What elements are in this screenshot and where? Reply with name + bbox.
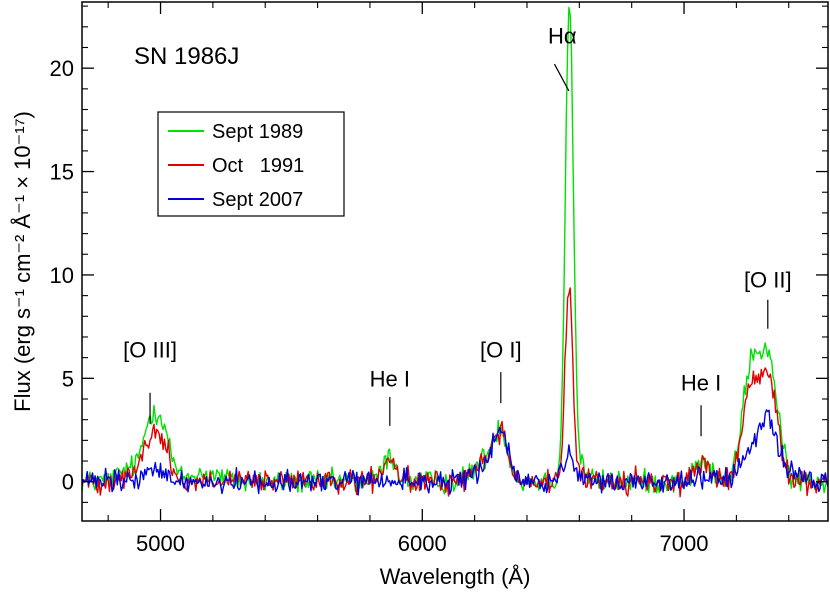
annotation-label: [O II]: [744, 267, 792, 292]
y-tick-label: 10: [50, 263, 74, 288]
annotation-label: Hα: [548, 23, 577, 48]
series-line-0: [82, 6, 828, 495]
plot-frame: [81, 1, 829, 522]
x-tick-label: 7000: [660, 531, 709, 556]
legend: Sept 1989 Oct 1991 Sept 2007: [157, 111, 345, 217]
legend-label: Sept 1989: [212, 121, 303, 143]
legend-label: Sept 2007: [212, 189, 303, 211]
tick-layer: 5000 6000 7000 0 5 10 15 20: [50, 2, 828, 556]
x-tick-label: 5000: [136, 531, 185, 556]
annotation-label: He I: [681, 371, 721, 396]
series-layer: [82, 6, 828, 498]
x-tick-label: 6000: [398, 531, 447, 556]
annotation-label: [O III]: [123, 338, 177, 363]
annotation-label: [O I]: [480, 338, 522, 363]
series-line-2: [82, 409, 828, 496]
y-tick-label: 20: [50, 56, 74, 81]
y-tick-label: 15: [50, 160, 74, 185]
chart-title: SN 1986J: [134, 43, 239, 70]
legend-label: Oct 1991: [212, 155, 304, 177]
y-axis-title: Flux (erg s⁻¹ cm⁻² Å⁻¹ × 10⁻¹⁷): [10, 111, 35, 412]
x-axis-title: Wavelength (Å): [380, 564, 531, 589]
annotation-layer: [O III] He I [O I] Hα He I [O II]: [123, 23, 792, 437]
annotation-line: [553, 63, 570, 92]
y-tick-label: 5: [62, 366, 74, 391]
annotation-label: He I: [370, 367, 410, 392]
y-tick-label: 0: [62, 470, 74, 495]
